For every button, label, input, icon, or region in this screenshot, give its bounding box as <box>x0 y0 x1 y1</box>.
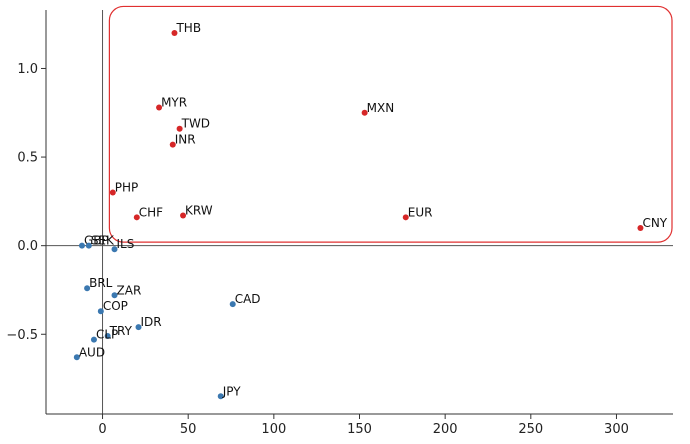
point-twd <box>176 125 183 132</box>
x-tick-label: 100 <box>261 422 286 437</box>
x-tick-label: 0 <box>98 422 106 437</box>
x-tick-label: 300 <box>604 422 629 437</box>
point-label-chf: CHF <box>139 205 163 219</box>
axes-layer: 0 50 100 150 200 250 300 −0.5 0.0 0.5 1.0 <box>6 10 673 437</box>
point-label-thb: THB <box>175 21 201 35</box>
point-try <box>104 333 111 340</box>
point-inr <box>169 141 176 148</box>
point-gbp <box>78 242 85 249</box>
point-cad <box>229 301 236 308</box>
point-php <box>109 189 116 196</box>
point-label-twd: TWD <box>181 117 210 131</box>
point-zar <box>111 292 118 299</box>
reference-lines-layer <box>46 10 673 414</box>
point-sek <box>85 242 92 249</box>
point-label-brl: BRL <box>89 276 113 290</box>
highlight-box <box>108 5 673 243</box>
point-label-try: TRY <box>109 324 133 338</box>
point-label-clp: CLP <box>96 328 118 342</box>
point-label-cad: CAD <box>235 292 261 306</box>
point-label-myr: MYR <box>161 95 187 109</box>
point-label-sek: SEK <box>91 234 115 248</box>
point-aud <box>73 354 80 361</box>
point-label-ils: ILS <box>117 237 135 251</box>
point-chf <box>133 214 140 221</box>
point-label-mxn: MXN <box>367 101 395 115</box>
point-krw <box>180 212 187 219</box>
point-thb <box>171 30 178 37</box>
y-tick-label: 1.0 <box>17 62 38 77</box>
point-label-cop: COP <box>103 299 128 313</box>
point-ils <box>111 246 118 253</box>
point-label-jpy: JPY <box>222 384 242 398</box>
point-label-aud: AUD <box>79 345 105 359</box>
y-tick-label: 0.0 <box>17 239 38 254</box>
point-label-zar: ZAR <box>117 283 142 297</box>
point-label-krw: KRW <box>185 204 213 218</box>
point-jpy <box>217 393 224 400</box>
y-tick-label: −0.5 <box>6 328 38 343</box>
x-tick-label: 50 <box>180 422 197 437</box>
point-label-cny: CNY <box>642 216 667 230</box>
x-tick-label: 150 <box>347 422 372 437</box>
y-tick-label: 0.5 <box>17 151 38 166</box>
point-label-inr: INR <box>175 133 196 147</box>
point-label-php: PHP <box>115 181 139 195</box>
point-myr <box>156 104 163 111</box>
point-clp <box>90 336 97 343</box>
point-brl <box>84 285 91 292</box>
point-idr <box>135 324 142 331</box>
point-eur <box>402 214 409 221</box>
point-label-idr: IDR <box>141 315 162 329</box>
x-tick-label: 200 <box>433 422 458 437</box>
highlight-box-layer <box>108 5 673 243</box>
point-cop <box>97 308 104 315</box>
point-mxn <box>361 109 368 116</box>
x-tick-label: 250 <box>518 422 543 437</box>
point-cny <box>637 224 644 231</box>
point-label-eur: EUR <box>408 205 433 219</box>
